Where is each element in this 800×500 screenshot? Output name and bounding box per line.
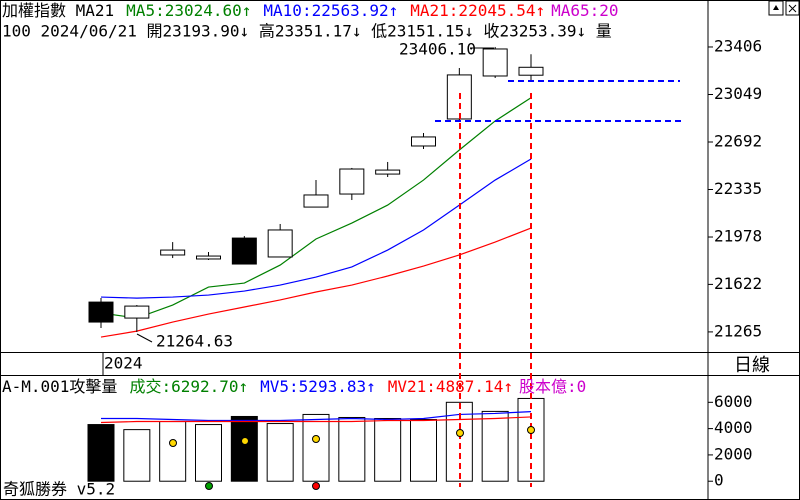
y-tick-label: 22335 xyxy=(714,179,762,198)
bar xyxy=(338,416,366,482)
bar xyxy=(159,421,187,482)
candle-body xyxy=(482,48,508,77)
legend-entry: MA21:22045.54↑ xyxy=(410,1,545,20)
signal-dot xyxy=(169,439,177,447)
legend-entry: MA10:22563.92↑ xyxy=(263,1,398,20)
candle-body xyxy=(267,229,293,258)
legend-entry: MV21:4887.14↑ xyxy=(388,377,513,396)
y-tick-label: 23049 xyxy=(714,84,762,103)
signal-dot xyxy=(205,482,213,490)
chart-title: 加權指數 MA21 xyxy=(2,1,114,20)
signal-dot xyxy=(456,429,464,437)
y-tick-label: 0 xyxy=(714,471,724,490)
annotation: 23406.10 xyxy=(399,40,476,59)
period-label: 日線 xyxy=(734,355,770,376)
bar xyxy=(195,424,222,482)
bar xyxy=(266,423,294,482)
signal-dot xyxy=(527,426,535,434)
signal-dot xyxy=(312,482,320,490)
candle-body xyxy=(518,66,544,76)
signal-dots xyxy=(169,426,535,490)
header: 加權指數 MA21 MA5:23024.60↑ MA10:22563.92↑ MA21… xyxy=(2,1,619,41)
y-tick-label: 4000 xyxy=(714,418,753,437)
volume-header: A-M.001攻擊量 成交:6292.70↑ MV5:5293.83↑ MV21:48… xyxy=(2,377,586,396)
annotation-leader xyxy=(136,333,153,343)
icon xyxy=(773,5,779,10)
candle-body xyxy=(88,301,114,323)
candle-body xyxy=(231,237,257,265)
bar xyxy=(374,417,402,482)
y-tick-label: 22692 xyxy=(714,131,762,150)
y-tick-label: 6000 xyxy=(714,392,753,411)
bar xyxy=(481,410,509,482)
chart-title: A-M.001攻擊量 xyxy=(2,377,117,396)
line xyxy=(100,97,532,319)
y-tick-label: 2000 xyxy=(714,444,753,463)
plot: 21265 21622 21978 22335 22692 23049 23406 0 2000… xyxy=(87,36,762,490)
y-tick-label: 21265 xyxy=(714,321,762,340)
legend-entry: 成交:6292.70↑ xyxy=(129,377,248,396)
legend: 加權指數 MA21 MA5:23024.60↑ MA10:22563.92↑ MA21… xyxy=(2,1,619,20)
bar xyxy=(230,415,258,482)
candle-body xyxy=(411,136,436,147)
bar xyxy=(302,413,330,482)
icon xyxy=(788,4,797,13)
legend-entry: MA5:23024.60↑ xyxy=(126,1,251,20)
annotation: 21264.63 xyxy=(156,332,233,351)
candle-body xyxy=(375,169,401,175)
line xyxy=(100,416,532,424)
legend: A-M.001攻擊量 成交:6292.70↑ MV5:5293.83↑ MV21:48… xyxy=(2,377,586,396)
footer: 奇狐勝券 v5.2 xyxy=(3,480,115,499)
info: 100 2024/06/21 開23193.90↓ 高23351.17↓ 低23… xyxy=(2,22,612,41)
y-tick-label: 21978 xyxy=(714,227,762,246)
bar xyxy=(87,424,115,482)
candle-body xyxy=(303,194,329,208)
legend-entry: MA65:20 xyxy=(551,1,618,20)
candle-body xyxy=(339,168,365,195)
legend-entry: 股本億:0 xyxy=(519,377,586,396)
signal-dot xyxy=(312,435,320,443)
candle-body xyxy=(124,305,150,319)
legend-entry: MV5:5293.83↑ xyxy=(260,377,376,396)
candle-body xyxy=(196,255,221,260)
y-tick-label: 21622 xyxy=(714,274,762,293)
x-tick-label: 2024 xyxy=(104,354,143,373)
signal-dot xyxy=(241,437,249,445)
y-tick-label: 23406 xyxy=(714,36,762,55)
candle-body xyxy=(160,249,186,256)
bar xyxy=(410,419,437,482)
bar xyxy=(123,429,151,482)
